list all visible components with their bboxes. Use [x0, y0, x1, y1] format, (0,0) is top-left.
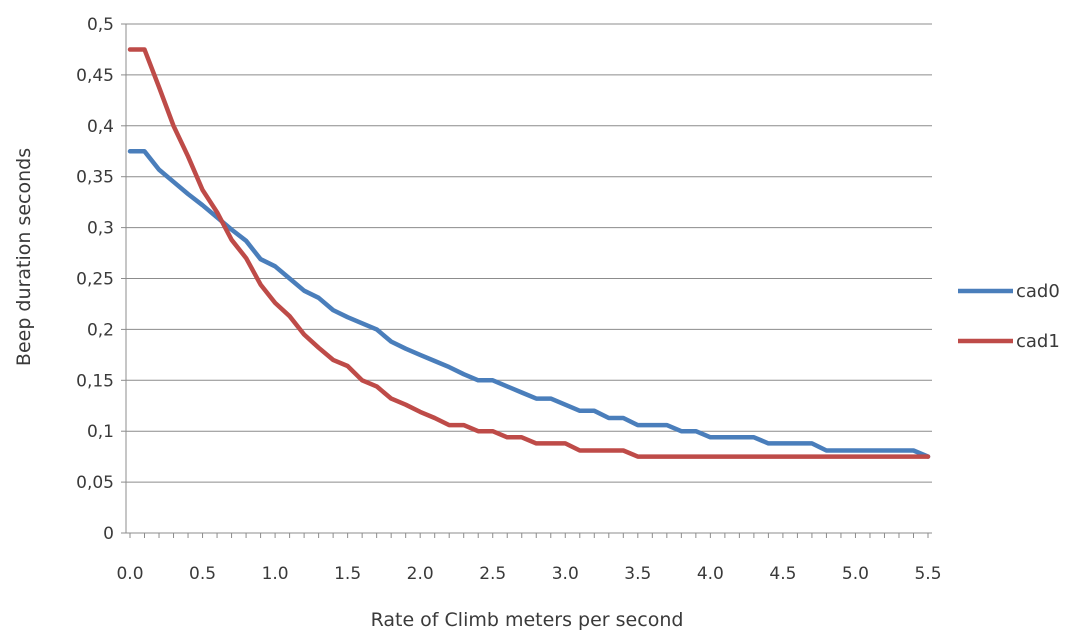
x-tick-label: 1.5 [334, 564, 361, 584]
x-tick-label: 5.0 [842, 564, 869, 584]
x-tick-label: 4.0 [697, 564, 724, 584]
y-tick-label: 0,25 [76, 270, 114, 290]
y-tick-label: 0,1 [87, 422, 114, 442]
legend: cad0 cad1 [958, 281, 1060, 352]
y-tick-label: 0,2 [87, 320, 114, 340]
x-tick-label: 4.5 [769, 564, 796, 584]
y-tick-label: 0,35 [76, 168, 114, 188]
tick-labels: 0 0,05 0,1 0,15 0,2 0,25 0,3 0,35 0,4 0,45 0,5 0.0 0… [76, 15, 941, 584]
y-tick-label: 0,4 [87, 117, 114, 137]
y-tick-label: 0,3 [87, 219, 114, 239]
series-line-cad0 [127, 149, 931, 459]
legend-label-cad1: cad1 [1016, 331, 1060, 352]
x-tick-label: 0.0 [116, 564, 143, 584]
gridlines [126, 23, 932, 483]
y-tick-label: 0,05 [76, 473, 114, 493]
series-lines [127, 47, 931, 459]
x-tick-label: 2.5 [479, 564, 506, 584]
y-tick-label: 0,5 [87, 15, 114, 35]
x-tick-label: 5.5 [914, 564, 941, 584]
x-tick-label: 3.0 [552, 564, 579, 584]
x-tick-label: 0.5 [189, 564, 216, 584]
y-tick-label: 0,45 [76, 66, 114, 86]
y-axis-title: Beep duration seconds [13, 148, 35, 366]
x-axis-title: Rate of Climb meters per second [371, 609, 684, 631]
legend-label-cad0: cad0 [1016, 281, 1060, 302]
axes [121, 23, 932, 538]
x-tick-label: 1.0 [262, 564, 289, 584]
x-tick-label: 2.0 [407, 564, 434, 584]
y-tick-label: 0,15 [76, 371, 114, 391]
y-tick-label: 0 [103, 524, 114, 544]
series-line-cad1 [127, 47, 931, 459]
x-tick-label: 3.5 [624, 564, 651, 584]
